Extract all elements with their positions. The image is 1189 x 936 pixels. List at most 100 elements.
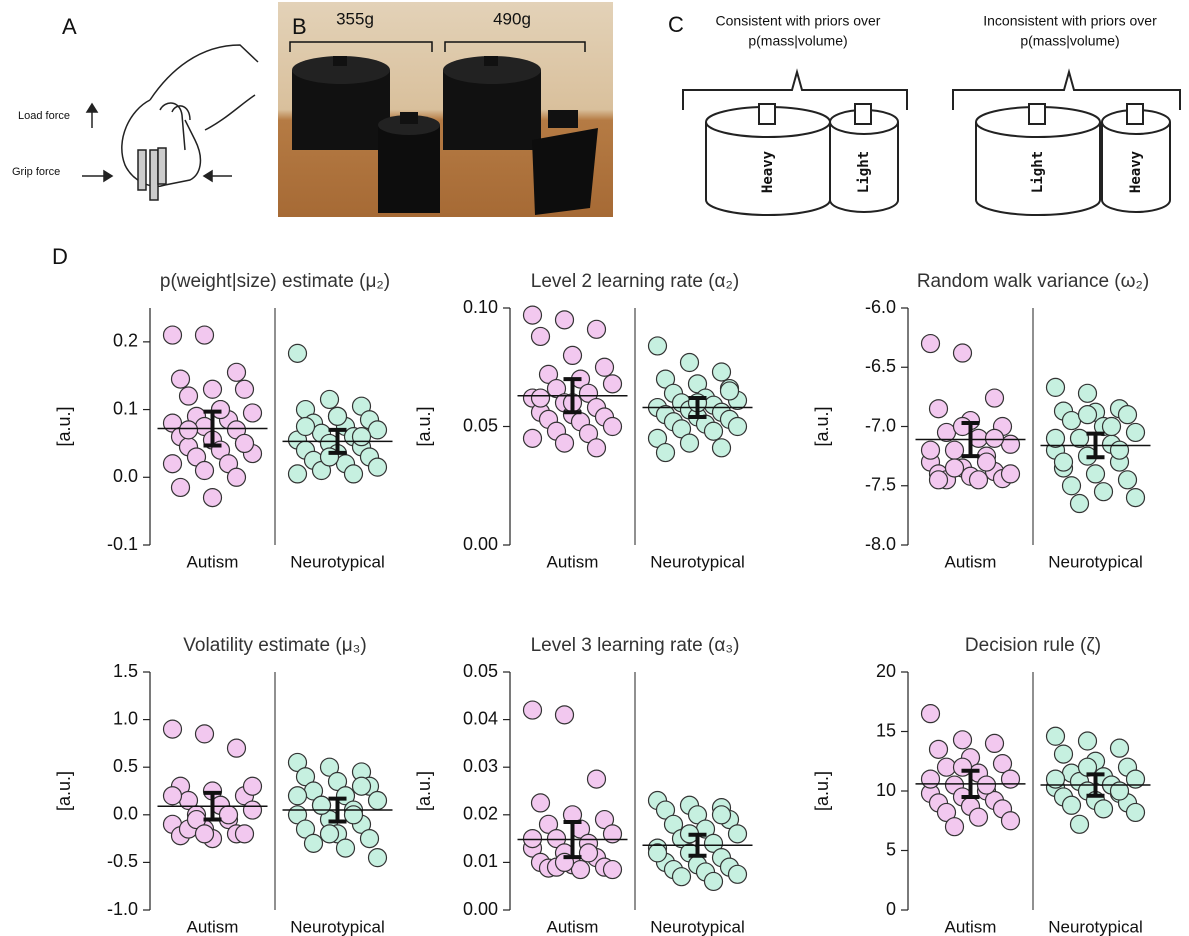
- data-point: [1047, 727, 1065, 745]
- y-axis-label: [a.u.]: [54, 771, 74, 811]
- data-point: [1095, 483, 1113, 501]
- y-tick-label: 0.02: [463, 804, 498, 824]
- condition-title: p(mass|volume): [748, 33, 847, 49]
- data-point: [1071, 815, 1089, 833]
- x-tick-label: Neurotypical: [290, 552, 385, 571]
- data-point: [220, 806, 238, 824]
- data-point: [236, 825, 254, 843]
- data-point: [180, 387, 198, 405]
- data-point: [978, 453, 996, 471]
- data-point: [1111, 441, 1129, 459]
- x-tick-label: Neurotypical: [1048, 917, 1143, 936]
- y-axis-label: [a.u.]: [812, 771, 832, 811]
- data-point: [1079, 406, 1097, 424]
- data-point: [596, 358, 614, 376]
- y-tick-label: 0.00: [463, 534, 498, 554]
- data-point: [196, 825, 214, 843]
- y-tick-label: 20: [876, 661, 896, 681]
- data-point: [938, 758, 956, 776]
- data-point: [1002, 465, 1020, 483]
- data-point: [1063, 796, 1081, 814]
- data-point: [1079, 732, 1097, 750]
- data-point: [970, 471, 988, 489]
- data-point: [978, 776, 996, 794]
- y-tick-label: 10: [876, 780, 896, 800]
- data-point: [649, 337, 667, 355]
- data-point: [681, 354, 699, 372]
- data-point: [164, 326, 182, 344]
- data-point: [345, 465, 363, 483]
- y-axis-label: [a.u.]: [414, 771, 434, 811]
- data-point: [986, 734, 1004, 752]
- data-point: [196, 462, 214, 480]
- data-point: [524, 429, 542, 447]
- data-point: [228, 363, 246, 381]
- data-point: [532, 794, 550, 812]
- data-point: [532, 327, 550, 345]
- data-point: [196, 326, 214, 344]
- data-point: [588, 439, 606, 457]
- y-axis-label: [a.u.]: [812, 406, 832, 446]
- chart-title: Level 3 learning rate (α₃): [531, 635, 740, 656]
- data-point: [329, 407, 347, 425]
- data-point: [369, 792, 387, 810]
- data-point: [930, 471, 948, 489]
- data-point: [938, 423, 956, 441]
- data-point: [729, 825, 747, 843]
- y-tick-label: -8.0: [865, 534, 896, 554]
- panel-label: B: [292, 14, 307, 39]
- data-point: [572, 861, 590, 879]
- data-point: [556, 434, 574, 452]
- chart-title: Level 2 learning rate (α₂): [531, 271, 739, 292]
- data-point: [713, 363, 731, 381]
- y-tick-label: 0.01: [463, 851, 498, 871]
- data-point: [729, 865, 747, 883]
- y-tick-label: -0.1: [107, 534, 138, 554]
- y-tick-label: 1.5: [113, 661, 138, 681]
- data-point: [1127, 489, 1145, 507]
- data-point: [289, 787, 307, 805]
- data-point: [1047, 429, 1065, 447]
- data-point: [604, 861, 622, 879]
- data-point: [289, 465, 307, 483]
- data-point: [305, 834, 323, 852]
- x-tick-label: Neurotypical: [290, 917, 385, 936]
- panel-label: D: [52, 244, 68, 269]
- y-tick-label: -6.0: [865, 297, 896, 317]
- data-point: [604, 375, 622, 393]
- data-point: [244, 801, 262, 819]
- data-point: [337, 839, 355, 857]
- x-tick-label: Autism: [547, 552, 599, 571]
- data-point: [604, 418, 622, 436]
- data-point: [922, 705, 940, 723]
- data-point: [313, 796, 331, 814]
- mass-label: 355g: [336, 9, 374, 28]
- data-point: [204, 380, 222, 398]
- x-tick-label: Neurotypical: [650, 917, 745, 936]
- data-point: [946, 441, 964, 459]
- can-label: Light: [1030, 151, 1046, 193]
- load-force-label: Load force: [18, 110, 70, 122]
- y-tick-label: -1.0: [107, 899, 138, 919]
- data-point: [1002, 812, 1020, 830]
- data-point: [1079, 384, 1097, 402]
- condition-title: Inconsistent with priors over: [983, 13, 1157, 29]
- data-point: [1119, 471, 1137, 489]
- data-point: [164, 720, 182, 738]
- mass-label: 490g: [493, 9, 531, 28]
- data-point: [353, 428, 371, 446]
- data-point: [986, 389, 1004, 407]
- data-point: [180, 421, 198, 439]
- y-tick-label: -0.5: [107, 851, 138, 871]
- data-point: [930, 400, 948, 418]
- data-point: [289, 344, 307, 362]
- panel-label: A: [62, 14, 77, 39]
- data-point: [244, 404, 262, 422]
- data-point: [954, 344, 972, 362]
- data-point: [1063, 412, 1081, 430]
- y-tick-label: 0.5: [113, 756, 138, 776]
- y-tick-label: 0.04: [463, 708, 498, 728]
- chart-title: Volatility estimate (μ₃): [183, 635, 366, 656]
- data-point: [524, 830, 542, 848]
- data-point: [297, 418, 315, 436]
